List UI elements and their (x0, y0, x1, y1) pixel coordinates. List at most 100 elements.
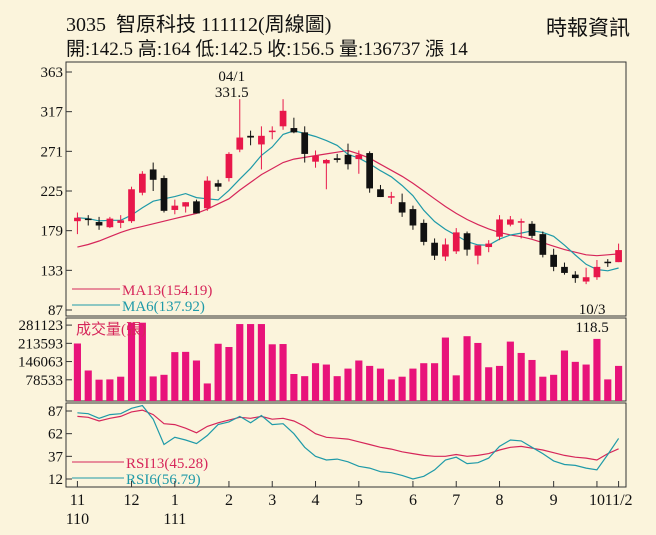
candle-body (571, 274, 579, 279)
candle-body (355, 154, 363, 160)
volume-bar (268, 344, 276, 401)
volume-bar (160, 374, 168, 401)
candle (171, 199, 179, 215)
candle (301, 126, 309, 163)
volume-bar (550, 374, 558, 401)
candle (593, 259, 601, 280)
price-tick-label: 225 (41, 184, 64, 200)
volume-bar (95, 379, 103, 401)
low-label: 低 (195, 39, 215, 60)
candle-body (74, 217, 81, 222)
volume-bar (463, 336, 471, 401)
volume-panel: 281123 213593 146063 78533 成交量(張) (18, 318, 623, 401)
change-label: 漲 (424, 39, 444, 60)
year-label-110: 110 (66, 511, 89, 528)
candle (539, 231, 547, 258)
candle (117, 215, 125, 229)
x-tick-label: 5 (355, 492, 363, 509)
candle (387, 191, 395, 204)
candle (615, 243, 622, 263)
panel-frame-2 (65, 402, 627, 488)
candle-body (517, 221, 525, 223)
candle-body (582, 277, 590, 282)
volume-bar (301, 376, 309, 401)
candle-body (268, 130, 276, 133)
candle (474, 245, 482, 265)
candle (517, 218, 525, 239)
candle-body (474, 245, 482, 256)
chart-date: 111112(周線圖) (201, 14, 332, 36)
candle (225, 152, 233, 182)
volume-tick-label: 78533 (26, 373, 64, 389)
volume-label: 量 (338, 39, 358, 60)
candle (452, 228, 460, 254)
candle-body (604, 261, 612, 264)
x-tick-label: 12 (124, 492, 140, 509)
candle (203, 176, 211, 211)
x-tick-label: 1 (171, 492, 179, 509)
volume-bar (539, 376, 547, 401)
source-label: 時報資訊 (546, 16, 630, 40)
volume-bar (593, 338, 601, 401)
x-tick-label: 8 (496, 492, 504, 509)
candle-body (95, 222, 103, 226)
volume-bar (117, 376, 125, 401)
candle-body (377, 189, 384, 198)
candle-body (149, 169, 157, 180)
candle (74, 212, 81, 235)
candle-body (496, 219, 503, 237)
candle-body (84, 218, 92, 221)
volume-bar (279, 344, 287, 401)
volume-tick-label: 213593 (18, 336, 63, 352)
candle (506, 216, 514, 227)
volume-bar (495, 365, 504, 401)
volume-bar (398, 376, 406, 401)
open-label: 開 (66, 39, 86, 60)
volume-bar (474, 342, 482, 401)
volume-bar (431, 363, 439, 401)
year-label-111: 111 (163, 511, 186, 528)
candle (366, 151, 374, 193)
candle-body (225, 153, 233, 179)
candle-body (409, 209, 417, 226)
volume-bar (182, 351, 190, 401)
candle (95, 216, 103, 230)
volume-bar (571, 361, 579, 401)
candle (571, 271, 579, 283)
open-value: 142.5 (90, 39, 134, 60)
candle-body (593, 266, 601, 278)
candle-body (193, 201, 200, 214)
price-tick-label: 317 (41, 105, 64, 121)
candle-body (247, 135, 254, 138)
candle (333, 153, 341, 163)
candle-body (442, 244, 449, 257)
candle-body (485, 243, 493, 248)
candle-body (420, 222, 428, 242)
chart-title-line: 3035 智原科技 111112(周線圖) (66, 8, 331, 37)
volume-bar (149, 376, 157, 401)
volume-bar (355, 360, 363, 401)
candle-body (312, 155, 319, 162)
rsi-tick-label: 12 (48, 472, 63, 488)
candle (214, 179, 222, 191)
candle (279, 99, 287, 130)
candle-body (539, 234, 547, 255)
volume-bar (214, 343, 222, 401)
volume-bar (517, 352, 525, 401)
candle (420, 219, 428, 246)
volume-bar (333, 376, 341, 401)
volume-bar (127, 322, 136, 401)
rsi-tick-label: 87 (48, 404, 64, 420)
volume-bar (409, 368, 417, 401)
volume-bar (344, 368, 352, 401)
candle-body (290, 128, 298, 133)
candle-body (561, 266, 568, 273)
candle-body (214, 183, 222, 187)
candle-body (138, 173, 146, 193)
candle-body (333, 158, 341, 160)
chart-frames (65, 61, 627, 488)
x-tick-label: 7 (452, 492, 460, 509)
candle (160, 175, 168, 213)
